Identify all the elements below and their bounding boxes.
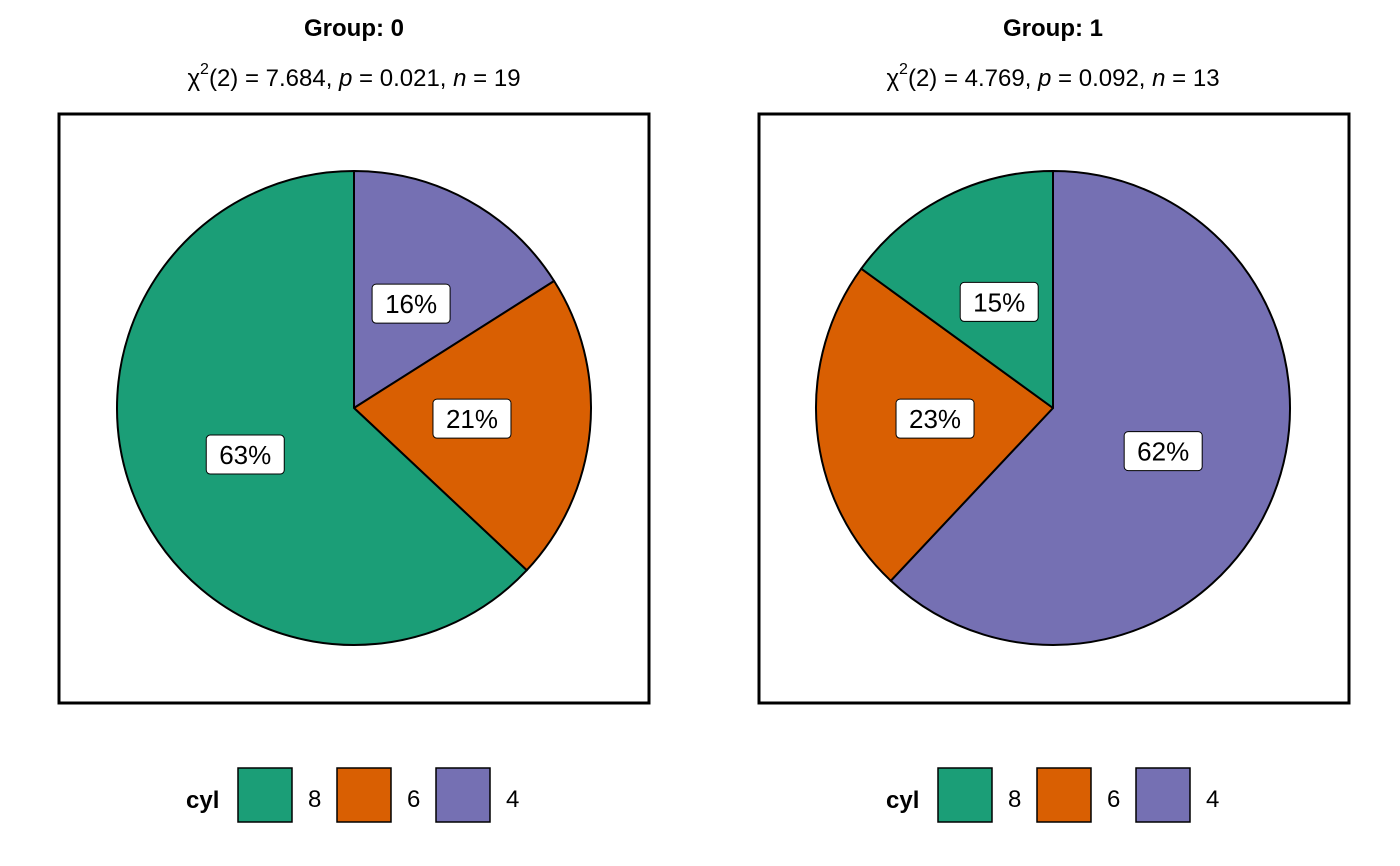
panel-subtitle: χ2(2) = 4.769, p = 0.092, n = 13	[886, 61, 1219, 92]
legend-title: cyl	[186, 787, 219, 814]
pie-panel-group-0: Group: 0 χ2(2) = 7.684, p = 0.021, n = 1…	[57, 15, 651, 823]
legend: cyl 8 6 4	[886, 767, 1219, 823]
legend-title: cyl	[886, 787, 919, 814]
legend-key-8	[937, 767, 993, 823]
chi-symbol: χ	[886, 65, 899, 92]
chi-superscript: 2	[200, 61, 209, 78]
pie-slices	[116, 170, 592, 646]
slice-label: 63%	[205, 434, 285, 475]
slice-label-text: 63%	[219, 440, 271, 470]
slice-label-text: 62%	[1137, 437, 1189, 467]
legend-label-8: 8	[308, 786, 321, 813]
legend-label-6: 6	[407, 786, 420, 813]
n-value: = 13	[1166, 65, 1220, 92]
panel-title: Group: 1	[1003, 15, 1103, 42]
n-symbol: n	[1152, 65, 1165, 92]
chi-symbol: χ	[187, 65, 200, 92]
legend-key-6	[1036, 767, 1092, 823]
slice-label-box	[895, 398, 975, 439]
slice-label: 15%	[959, 281, 1039, 322]
panel-subtitle: χ2(2) = 7.684, p = 0.021, n = 19	[187, 61, 520, 92]
legend-label-6: 6	[1107, 786, 1120, 813]
slice-label-box	[432, 398, 512, 439]
chi-statistic: (2) = 4.769,	[908, 65, 1038, 92]
chi-superscript: 2	[899, 61, 908, 78]
slice-label-box	[959, 281, 1039, 322]
legend-key-4	[435, 767, 491, 823]
p-symbol: p	[338, 65, 352, 92]
legend-label-4: 4	[506, 786, 519, 813]
pie-slice-cyl-4	[353, 170, 556, 409]
plot-panel-border	[757, 112, 1351, 705]
legend: cyl 8 6 4	[186, 767, 519, 823]
p-value: = 0.021,	[352, 65, 453, 92]
pie-slices	[815, 170, 1291, 646]
pie-panel-group-1: Group: 1 χ2(2) = 4.769, p = 0.092, n = 1…	[757, 15, 1351, 823]
slice-label-box	[205, 434, 285, 475]
chi-statistic: (2) = 7.684,	[209, 65, 339, 92]
slice-label-text: 16%	[385, 289, 437, 319]
slice-label-box	[371, 283, 451, 324]
slice-label-box	[1123, 431, 1203, 472]
pie-slice-cyl-8	[116, 170, 528, 646]
slice-label: 16%	[371, 283, 451, 324]
p-symbol: p	[1037, 65, 1051, 92]
slice-label: 23%	[895, 398, 975, 439]
panel-title: Group: 0	[304, 15, 404, 42]
pie-slice-cyl-4	[889, 170, 1291, 646]
slice-label-text: 23%	[909, 404, 961, 434]
legend-label-8: 8	[1008, 786, 1021, 813]
slice-label-text: 21%	[446, 404, 498, 434]
legend-label-4: 4	[1206, 786, 1219, 813]
legend-key-8	[237, 767, 293, 823]
plot-panel-border	[57, 112, 651, 705]
slice-label-text: 15%	[973, 287, 1025, 317]
slice-label: 21%	[432, 398, 512, 439]
legend-key-4	[1135, 767, 1191, 823]
pie-slice-cyl-8	[860, 170, 1054, 409]
p-value: = 0.092,	[1051, 65, 1152, 92]
slice-label: 62%	[1123, 431, 1203, 472]
pie-slice-labels: 62% 23% 15%	[895, 281, 1203, 472]
pie-slice-labels: 16% 21% 63%	[205, 283, 512, 475]
n-value: = 19	[467, 65, 521, 92]
n-symbol: n	[453, 65, 466, 92]
legend-key-6	[336, 767, 392, 823]
